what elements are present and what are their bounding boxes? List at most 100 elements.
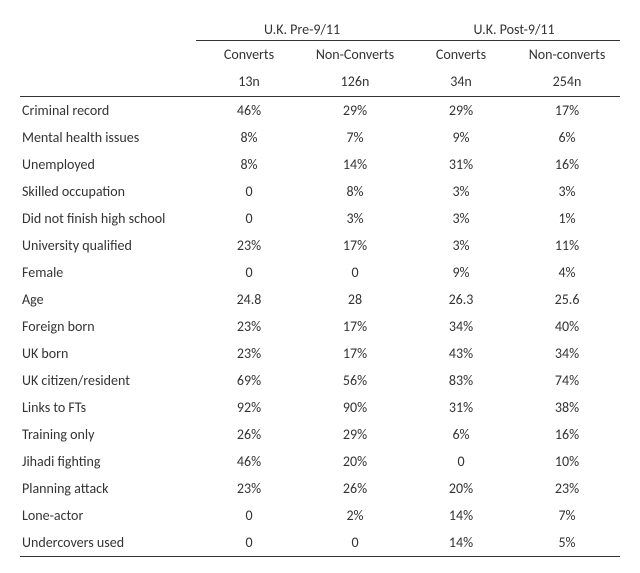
data-cell: 0	[196, 259, 302, 286]
table-body: Criminal record46%29%29%17%Mental health…	[20, 97, 620, 557]
corner-blank	[20, 16, 196, 41]
data-cell: 74%	[514, 367, 620, 394]
group-header-post: U.K. Post-9/11	[408, 16, 620, 41]
row-label: Jihadi fighting	[20, 448, 196, 475]
table-row: Age24.82826.325.6	[20, 286, 620, 313]
row-label: Unemployed	[20, 151, 196, 178]
data-cell: 6%	[408, 421, 514, 448]
data-cell: 3%	[302, 205, 408, 232]
data-cell: 4%	[514, 259, 620, 286]
data-cell: 20%	[408, 475, 514, 502]
table-row: Planning attack23%26%20%23%	[20, 475, 620, 502]
data-cell: 56%	[302, 367, 408, 394]
data-cell: 8%	[196, 151, 302, 178]
corner-blank	[20, 41, 196, 69]
data-cell: 6%	[514, 124, 620, 151]
data-cell: 26.3	[408, 286, 514, 313]
data-cell: 46%	[196, 97, 302, 125]
col-header: Non-Converts	[302, 41, 408, 69]
data-cell: 16%	[514, 421, 620, 448]
data-cell: 3%	[408, 205, 514, 232]
row-label: Female	[20, 259, 196, 286]
table-row: Training only26%29%6%16%	[20, 421, 620, 448]
table-row: Criminal record46%29%29%17%	[20, 97, 620, 125]
data-cell: 23%	[196, 232, 302, 259]
row-label: Foreign born	[20, 313, 196, 340]
data-cell: 92%	[196, 394, 302, 421]
data-cell: 8%	[196, 124, 302, 151]
table-row: Undercovers used0014%5%	[20, 529, 620, 557]
table-row: University qualified23%17%3%11%	[20, 232, 620, 259]
data-cell: 3%	[514, 178, 620, 205]
data-cell: 8%	[302, 178, 408, 205]
data-cell: 16%	[514, 151, 620, 178]
data-cell: 29%	[302, 421, 408, 448]
data-cell: 17%	[302, 340, 408, 367]
data-cell: 14%	[302, 151, 408, 178]
data-cell: 25.6	[514, 286, 620, 313]
row-label: Training only	[20, 421, 196, 448]
data-cell: 43%	[408, 340, 514, 367]
col-header: Non-converts	[514, 41, 620, 69]
table-row: Did not finish high school03%3%1%	[20, 205, 620, 232]
data-cell: 20%	[302, 448, 408, 475]
row-label: Did not finish high school	[20, 205, 196, 232]
data-cell: 10%	[514, 448, 620, 475]
group-header-pre: U.K. Pre-9/11	[196, 16, 408, 41]
data-cell: 0	[196, 529, 302, 557]
row-label: Planning attack	[20, 475, 196, 502]
data-cell: 17%	[514, 97, 620, 125]
data-cell: 3%	[408, 178, 514, 205]
data-cell: 0	[196, 205, 302, 232]
data-cell: 23%	[196, 340, 302, 367]
data-cell: 1%	[514, 205, 620, 232]
data-cell: 17%	[302, 232, 408, 259]
n-row: 13n 126n 34n 254n	[20, 68, 620, 97]
table-row: Links to FTs92%90%31%38%	[20, 394, 620, 421]
row-label: Criminal record	[20, 97, 196, 125]
row-label: Undercovers used	[20, 529, 196, 557]
data-cell: 14%	[408, 529, 514, 557]
table-row: Female009%4%	[20, 259, 620, 286]
row-label: UK citizen/resident	[20, 367, 196, 394]
data-cell: 23%	[514, 475, 620, 502]
sub-header-row: Converts Non-Converts Converts Non-conve…	[20, 41, 620, 69]
data-cell: 0	[408, 448, 514, 475]
row-label: UK born	[20, 340, 196, 367]
table-row: Mental health issues8%7%9%6%	[20, 124, 620, 151]
data-cell: 17%	[302, 313, 408, 340]
data-cell: 9%	[408, 124, 514, 151]
data-cell: 31%	[408, 151, 514, 178]
data-cell: 26%	[302, 475, 408, 502]
row-label: Skilled occupation	[20, 178, 196, 205]
table-row: Foreign born23%17%34%40%	[20, 313, 620, 340]
data-cell: 26%	[196, 421, 302, 448]
col-header: Converts	[408, 41, 514, 69]
data-cell: 3%	[408, 232, 514, 259]
n-cell: 34n	[408, 68, 514, 97]
data-cell: 28	[302, 286, 408, 313]
data-cell: 69%	[196, 367, 302, 394]
data-cell: 46%	[196, 448, 302, 475]
data-cell: 9%	[408, 259, 514, 286]
n-cell: 13n	[196, 68, 302, 97]
data-cell: 5%	[514, 529, 620, 557]
data-cell: 7%	[302, 124, 408, 151]
data-cell: 38%	[514, 394, 620, 421]
data-cell: 83%	[408, 367, 514, 394]
n-cell: 126n	[302, 68, 408, 97]
data-cell: 34%	[408, 313, 514, 340]
table-row: UK citizen/resident69%56%83%74%	[20, 367, 620, 394]
comparison-table: U.K. Pre-9/11 U.K. Post-9/11 Converts No…	[20, 16, 620, 557]
row-label: Age	[20, 286, 196, 313]
data-cell: 0	[196, 178, 302, 205]
data-cell: 90%	[302, 394, 408, 421]
data-cell: 34%	[514, 340, 620, 367]
table-row: Unemployed8%14%31%16%	[20, 151, 620, 178]
table-row: Skilled occupation08%3%3%	[20, 178, 620, 205]
data-cell: 24.8	[196, 286, 302, 313]
data-cell: 31%	[408, 394, 514, 421]
col-header: Converts	[196, 41, 302, 69]
row-label: Links to FTs	[20, 394, 196, 421]
data-cell: 29%	[302, 97, 408, 125]
